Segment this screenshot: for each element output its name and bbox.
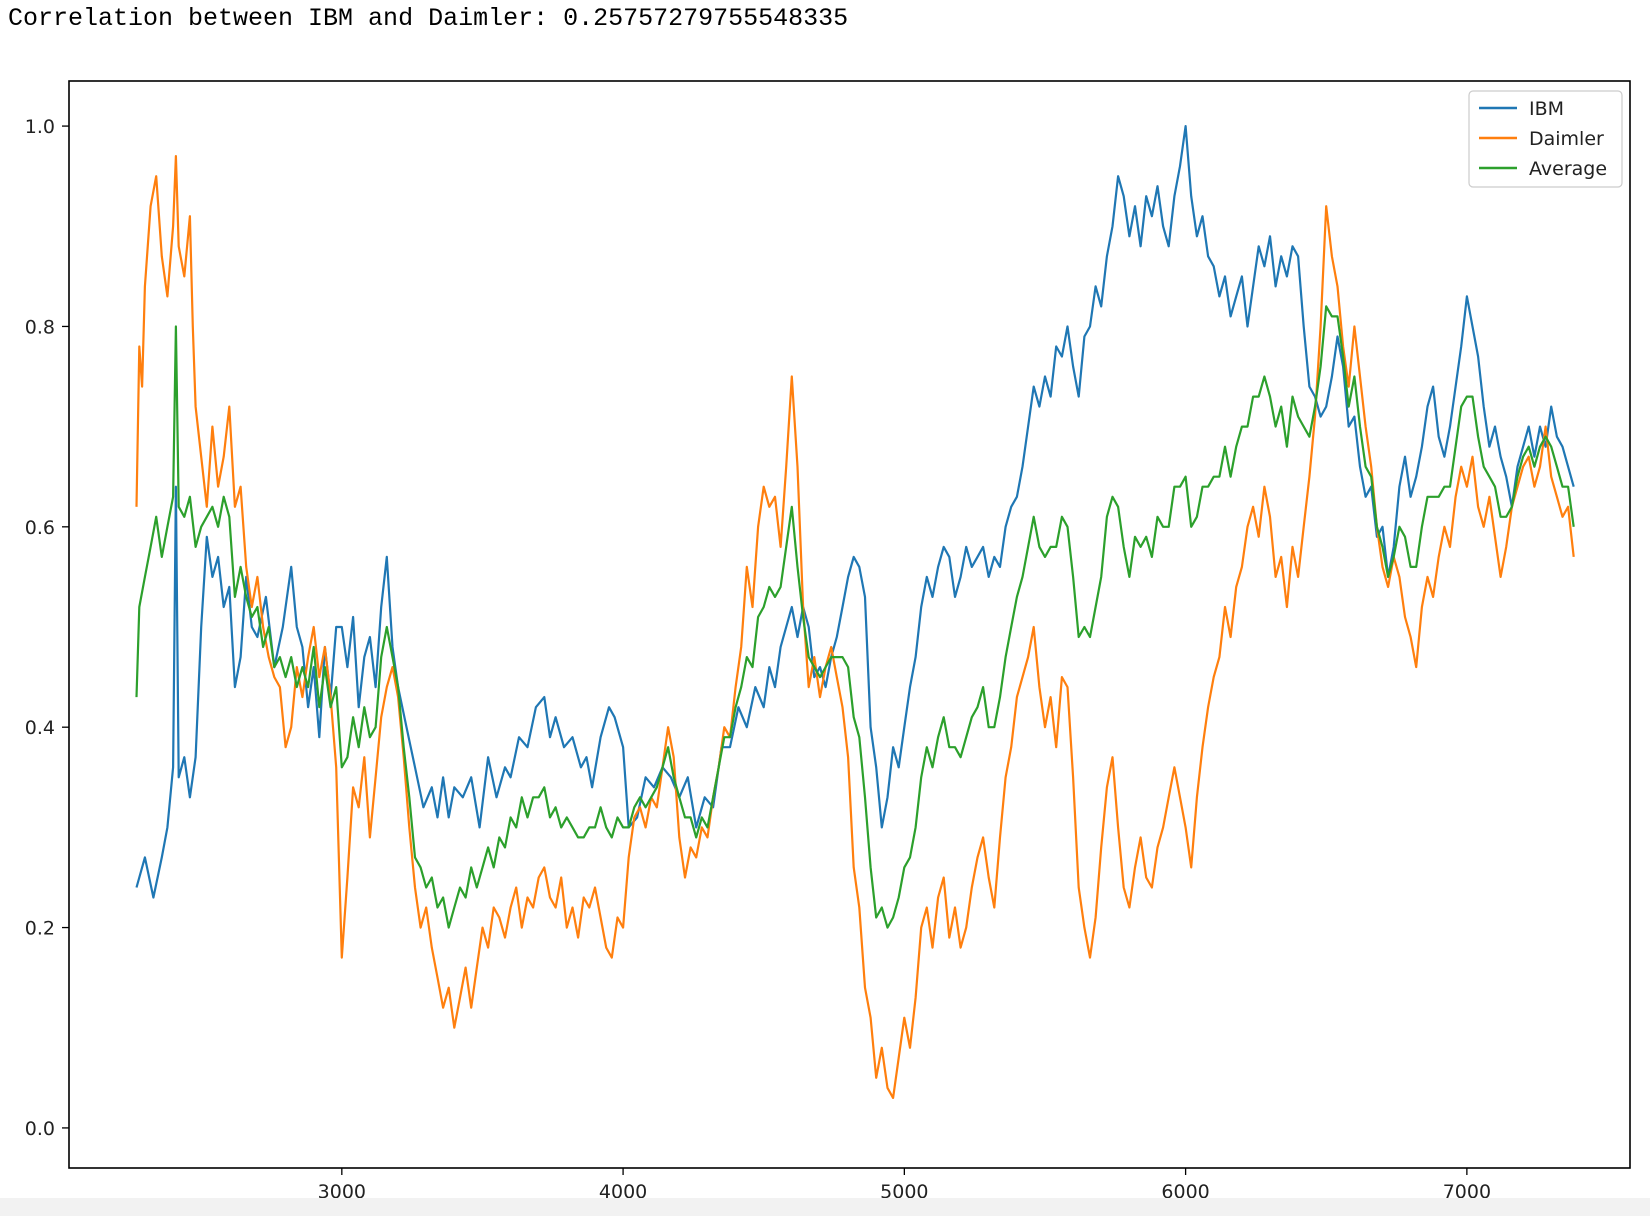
y-tick-label: 0.2 — [25, 918, 55, 940]
series-lines — [135, 125, 1575, 1099]
y-axis-ticks: 0.0 0.2 0.4 0.6 0.8 1.0 — [25, 116, 69, 1140]
y-tick-label: 1.0 — [25, 116, 55, 138]
correlation-output-text: Correlation between IBM and Daimler: 0.2… — [8, 4, 849, 33]
x-tick-label: 7000 — [1443, 1181, 1491, 1203]
y-tick-label: 0.0 — [25, 1118, 55, 1140]
x-tick-label: 6000 — [1161, 1181, 1209, 1203]
legend-box — [1468, 90, 1623, 188]
x-tick-label: 4000 — [599, 1181, 647, 1203]
y-tick-label: 0.8 — [25, 316, 55, 338]
y-tick-label: 0.6 — [25, 517, 55, 539]
bottom-scroll-strip — [0, 1198, 1650, 1216]
series-line-ibm — [135, 125, 1575, 899]
legend: IBM Daimler Average — [1468, 90, 1623, 188]
plot-area — [68, 80, 1631, 1169]
series-line-daimler — [135, 155, 1575, 1099]
series-line-average — [135, 305, 1575, 929]
x-tick-label: 5000 — [880, 1181, 928, 1203]
legend-label-average: Average — [1529, 158, 1607, 180]
legend-label-ibm: IBM — [1529, 98, 1564, 120]
legend-label-daimler: Daimler — [1529, 128, 1604, 150]
x-axis-ticks: 3000 4000 5000 6000 7000 — [318, 1168, 1491, 1203]
y-tick-label: 0.4 — [25, 717, 55, 739]
x-tick-label: 3000 — [318, 1181, 366, 1203]
